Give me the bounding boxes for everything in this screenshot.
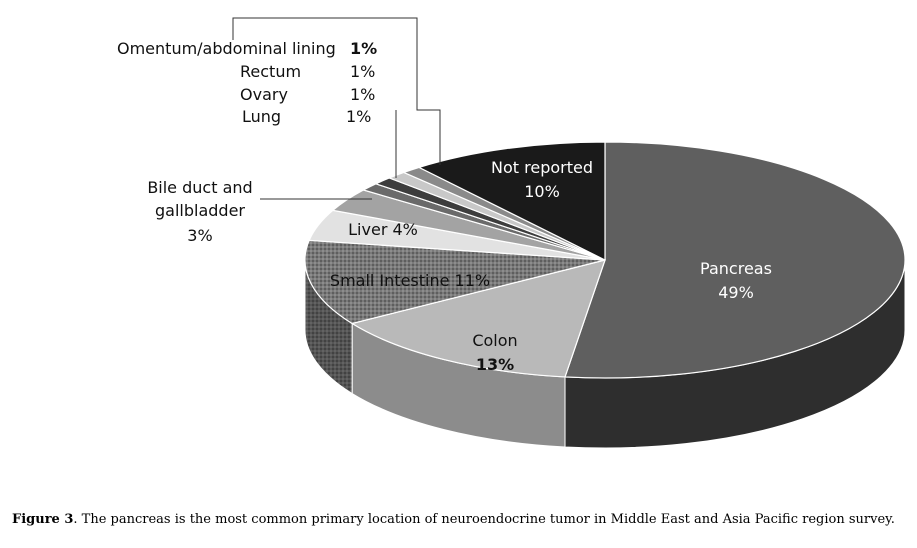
figure-caption: Figure 3. The pancreas is the most commo… bbox=[12, 512, 907, 527]
value-pancreas: 49% bbox=[718, 283, 754, 302]
value-rectum: 1% bbox=[350, 62, 375, 81]
value-colon: 13% bbox=[476, 355, 514, 374]
value-ovary: 1% bbox=[350, 85, 375, 104]
label-small-intestine: Small Intestine 11% bbox=[330, 271, 490, 290]
slice-pancreas bbox=[564, 141, 906, 379]
caption-prefix: Figure 3 bbox=[12, 512, 74, 527]
label-not-reported: Not reported bbox=[491, 158, 593, 177]
caption-text: . The pancreas is the most common primar… bbox=[73, 512, 895, 527]
slice-colon bbox=[350, 259, 606, 378]
leader-omentum bbox=[232, 17, 441, 165]
label-pancreas: Pancreas bbox=[700, 259, 772, 278]
leader-lines bbox=[232, 17, 441, 200]
label-colon: Colon bbox=[472, 331, 517, 350]
slice-small-intestine bbox=[304, 239, 606, 325]
label-liver: Liver 4% bbox=[348, 220, 418, 239]
slice-not-reported bbox=[417, 141, 606, 261]
pie-tops bbox=[304, 141, 906, 379]
value-omentum: 1% bbox=[350, 39, 377, 58]
label-lung: Lung bbox=[242, 107, 281, 126]
label-rectum: Rectum bbox=[240, 62, 301, 81]
label-bile-duct-line2: gallbladder bbox=[155, 201, 245, 220]
label-omentum: Omentum/abdominal lining bbox=[117, 39, 336, 58]
pie-chart: Pancreas 49% Colon 13% Small Intestine 11% Li… bbox=[117, 17, 906, 449]
value-bile-duct: 3% bbox=[187, 226, 212, 245]
value-not-reported: 10% bbox=[524, 182, 560, 201]
value-lung: 1% bbox=[346, 107, 371, 126]
label-bile-duct-line1: Bile duct and bbox=[147, 178, 252, 197]
label-ovary: Ovary bbox=[240, 85, 288, 104]
slice-labels: Pancreas 49% Colon 13% Small Intestine 11% Li… bbox=[117, 39, 772, 374]
